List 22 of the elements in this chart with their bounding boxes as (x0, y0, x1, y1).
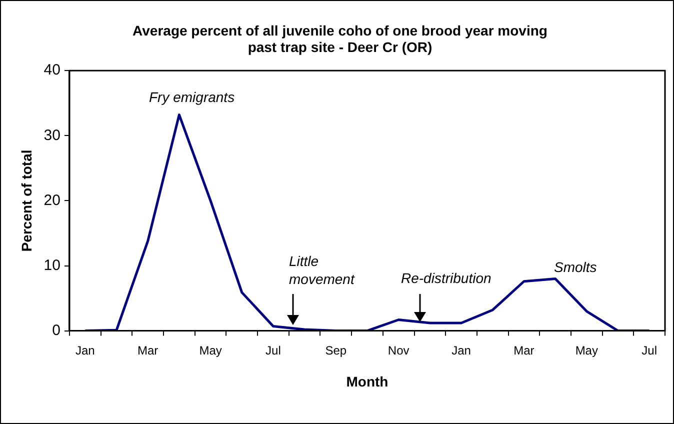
y-tick-label: 30 (44, 126, 60, 144)
y-tick-label: 20 (44, 192, 60, 209)
x-axis-title: Month (346, 373, 388, 390)
y-axis-title: Percent of total (18, 150, 34, 252)
annotation: Fry emigrants (149, 88, 236, 106)
annotation: Smolts (554, 258, 598, 276)
annotation: Little movement (289, 252, 356, 288)
x-tick-label: Jan (75, 343, 95, 358)
x-tick-label: Jul (642, 343, 657, 358)
annotation: Re-distribution (401, 269, 492, 287)
x-tick-label: Mar (514, 343, 534, 358)
x-tick-label: Nov (388, 343, 410, 358)
x-tick-label: Jul (266, 343, 281, 358)
x-tick-label: Mar (138, 343, 158, 358)
x-tick-label: Jan (452, 343, 471, 358)
x-tick-label: Sep (325, 343, 347, 358)
y-tick-label: 0 (52, 322, 60, 339)
y-tick-label: 40 (44, 62, 60, 79)
y-tick-label: 10 (44, 256, 60, 274)
x-tick-label: May (199, 343, 222, 358)
chart-title: Average percent of all juvenile coho of one brood year moving past trap site - Deer Cr (OR) (132, 22, 548, 56)
x-tick-label: May (575, 343, 598, 358)
